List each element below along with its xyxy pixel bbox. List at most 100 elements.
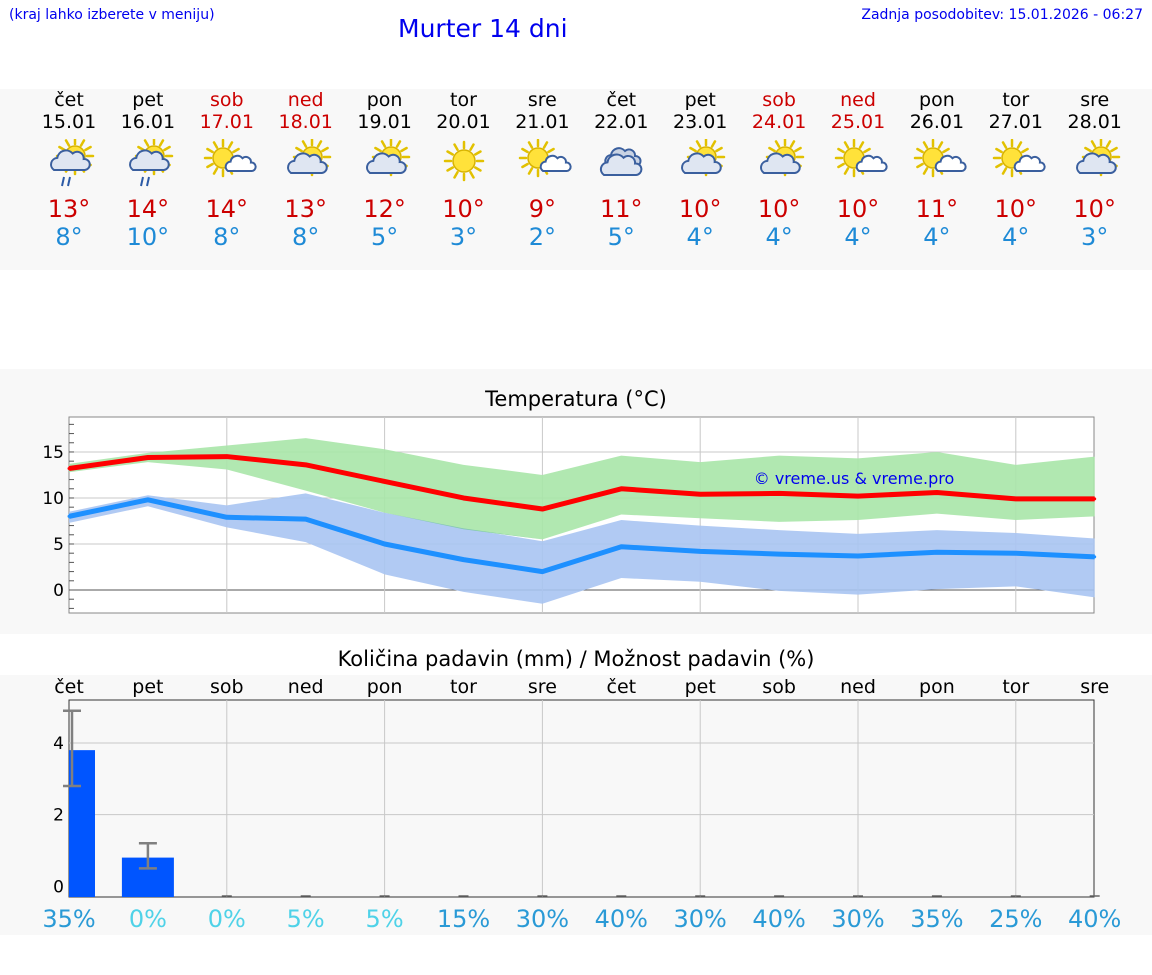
sun-ray [468, 171, 475, 179]
precip-probability: 40% [752, 905, 805, 933]
sun-ray [521, 147, 530, 154]
y-tick-label: 0 [53, 581, 64, 601]
sun-ray [863, 147, 871, 154]
precip-probability: 5% [366, 905, 404, 933]
temp-min: 4° [923, 223, 951, 251]
cloud-shape [855, 154, 888, 172]
temperature-chart: 0 5 10 15 © vreme.us & vreme.pro [42, 416, 1097, 614]
sun-ray [205, 147, 214, 154]
temp-max: 10° [678, 195, 722, 223]
sun-ray [837, 147, 845, 154]
precip-probability: 35% [42, 905, 95, 933]
temperature-chart-title: Temperatura (°C) [485, 387, 667, 411]
location-menu-hint[interactable]: (kraj lahko izberete v meniju) [9, 7, 215, 23]
sun-ray [1016, 141, 1023, 149]
day-date: 22.01 [594, 111, 649, 133]
max-temp-point [856, 494, 860, 498]
min-range-band [69, 493, 1095, 604]
sun-ray [710, 140, 717, 148]
sun-ray [58, 145, 66, 152]
temp-min: 10° [126, 223, 170, 251]
day-column: sob 17.01 14° 8° [188, 89, 266, 269]
cloud-shape [934, 154, 967, 172]
sun-small-cloud-icon [203, 139, 257, 178]
x-category-label: sob [762, 676, 796, 698]
cloudy-icon [600, 147, 643, 176]
cloud-shape [50, 149, 91, 171]
day-column: sre 28.01 10° 3° [1056, 89, 1134, 269]
sun-ray [1083, 146, 1092, 153]
temp-max: 13° [284, 195, 327, 223]
temp-min: 5° [607, 223, 635, 251]
rain-drop [67, 176, 71, 187]
day-name: pet [132, 89, 164, 111]
sun-ray [937, 141, 944, 149]
sun-ray [380, 140, 386, 148]
day-date: 15.01 [41, 111, 97, 133]
y-tick-label: 4 [53, 734, 64, 754]
y-tick-label: 15 [42, 443, 64, 463]
sun-disc [451, 149, 476, 173]
precip-probability: 35% [910, 905, 963, 933]
day-column: pon 26.01 11° 4° [898, 89, 976, 269]
rain-drop [139, 176, 144, 187]
precip-probability: 30% [674, 905, 727, 933]
min-temp-point [67, 514, 71, 518]
x-category-label: pet [132, 676, 163, 698]
day-name: pon [919, 89, 955, 111]
x-category-label: ned [840, 676, 876, 698]
sun-cloud-icon [365, 139, 410, 177]
temp-min: 5° [370, 223, 399, 251]
cloud-shape [681, 152, 722, 174]
sun-ray [1090, 140, 1096, 148]
sun-small-cloud-icon [834, 139, 888, 178]
temp-min: 8° [292, 223, 320, 251]
day-name: tor [1002, 89, 1030, 111]
precip-probability: 25% [989, 905, 1042, 933]
day-name: sob [762, 89, 796, 111]
sun-ray [789, 140, 796, 148]
sun-ray [316, 140, 322, 148]
sun-icon [443, 140, 484, 182]
temp-max: 10° [1073, 195, 1116, 223]
precip-bar [69, 750, 95, 897]
day-date: 28.01 [1067, 111, 1122, 133]
min-temp-point [304, 517, 308, 521]
sun-ray [543, 141, 549, 149]
day-name: čet [606, 89, 637, 111]
temp-max: 12° [363, 195, 406, 223]
day-name: pet [684, 89, 716, 111]
day-column: sob 24.01 10° 4° [740, 89, 818, 269]
rain-drop [61, 176, 65, 187]
temp-min: 4° [765, 223, 793, 251]
max-temp-point [540, 507, 544, 511]
temp-max: 14° [205, 195, 249, 223]
sun-ray [774, 140, 781, 148]
sun-ray [715, 146, 724, 153]
sun-ray [212, 141, 219, 149]
sun-ray [547, 147, 556, 154]
cloud-shape [760, 152, 801, 174]
plot-area [68, 699, 1095, 898]
sun-ray [794, 146, 802, 153]
sun-ray [521, 162, 530, 169]
day-column: čet 15.01 13° 8° [30, 89, 108, 269]
max-temp-line [68, 454, 1095, 512]
day-date: 20.01 [436, 111, 491, 133]
sun-cloud-icon [760, 139, 805, 177]
x-category-label: pon [367, 676, 403, 698]
min-temp-point [777, 552, 781, 556]
x-category-label: tor [450, 676, 477, 698]
x-category-label: čet [54, 676, 84, 698]
temp-max: 9° [528, 195, 557, 223]
sun-ray [64, 139, 71, 147]
day-column: čet 22.01 11° 5° [582, 89, 660, 269]
min-temp-point [540, 570, 544, 574]
min-temp-line [68, 497, 1095, 575]
min-temp-point [146, 498, 150, 502]
sun-ray [395, 140, 401, 148]
precip-probability: 15% [437, 905, 490, 933]
min-temp-point [462, 558, 465, 562]
sun-ray [528, 167, 534, 175]
day-name: ned [287, 89, 324, 111]
